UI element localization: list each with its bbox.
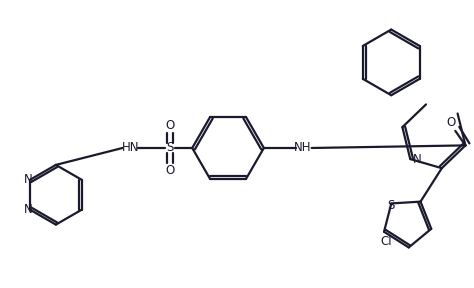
Text: HN: HN — [122, 141, 139, 154]
Text: N: N — [24, 203, 32, 216]
Text: O: O — [166, 119, 175, 132]
Text: Cl: Cl — [380, 235, 392, 248]
Text: S: S — [167, 141, 174, 154]
Text: NH: NH — [294, 141, 311, 154]
Text: S: S — [388, 199, 395, 212]
Text: O: O — [447, 116, 456, 129]
Text: N: N — [24, 173, 32, 186]
Text: O: O — [166, 164, 175, 177]
Text: N: N — [413, 153, 421, 166]
